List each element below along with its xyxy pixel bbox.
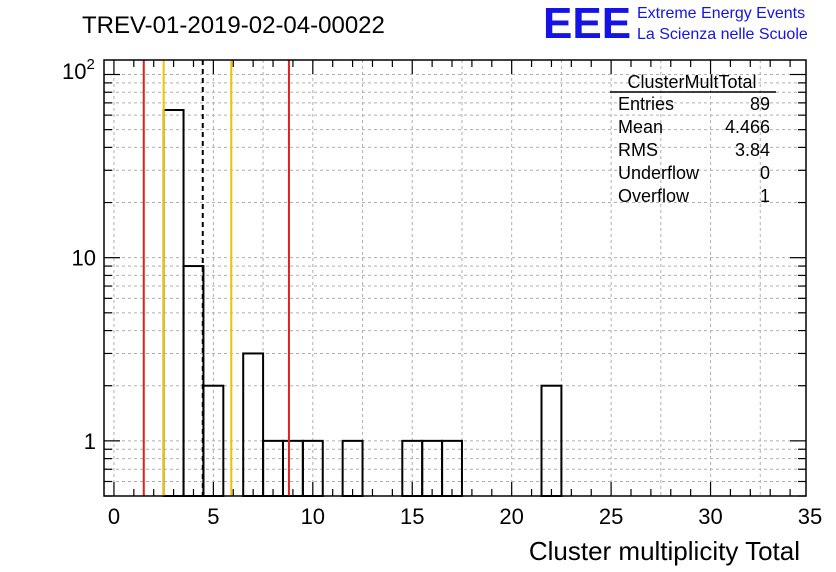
histogram-bin — [162, 109, 185, 497]
stats-row-label: Underflow — [618, 163, 700, 183]
plot-frame — [103, 59, 807, 497]
histogram-bin — [242, 352, 265, 497]
x-tick-label: 30 — [698, 504, 722, 529]
stats-row-label: Mean — [618, 117, 663, 137]
stats-row-value: 1 — [760, 186, 770, 206]
x-tick-label: 20 — [499, 504, 523, 529]
x-axis-ticks: 0 5 10 15 20 25 30 35 — [108, 60, 822, 529]
stats-row-value: 0 — [760, 163, 770, 183]
stats-box-title: ClusterMultTotal — [627, 72, 756, 92]
stats-row-label: RMS — [618, 140, 658, 160]
stats-row-label: Entries — [618, 94, 674, 114]
x-tick-label: 15 — [400, 504, 424, 529]
stats-box: ClusterMultTotal Entries 89 Mean 4.466 RMS 3.… — [610, 72, 776, 206]
y-tick-label-top: 102 — [62, 56, 95, 84]
x-axis-label: Cluster multiplicity Total — [529, 536, 800, 566]
stats-row-value: 4.466 — [725, 117, 770, 137]
grid-lines — [104, 60, 806, 496]
x-tick-label: 5 — [207, 504, 219, 529]
x-tick-label: 25 — [599, 504, 623, 529]
reference-lines — [142, 60, 290, 496]
y-tick-label: 1 — [84, 429, 96, 454]
x-tick-label: 35 — [798, 504, 822, 529]
x-tick-label: 10 — [301, 504, 325, 529]
histogram-bin — [421, 439, 444, 497]
stats-row-label: Overflow — [618, 186, 690, 206]
histogram-bin — [182, 265, 205, 497]
logo-mark: EEE — [543, 0, 631, 48]
eee-logo: EEE Extreme Energy Events La Scienza nel… — [543, 0, 808, 48]
x-tick-label: 0 — [108, 504, 120, 529]
stats-row-value: 3.84 — [735, 140, 770, 160]
stats-row-value: 89 — [750, 94, 770, 114]
chart-title: TREV-01-2019-02-04-00022 — [82, 12, 385, 39]
logo-line2: La Scienza nelle Scuole — [637, 26, 808, 43]
y-tick-label: 10 — [72, 246, 96, 271]
logo-line1: Extreme Energy Events — [637, 5, 805, 22]
y-axis-ticks: 110 — [72, 73, 806, 497]
